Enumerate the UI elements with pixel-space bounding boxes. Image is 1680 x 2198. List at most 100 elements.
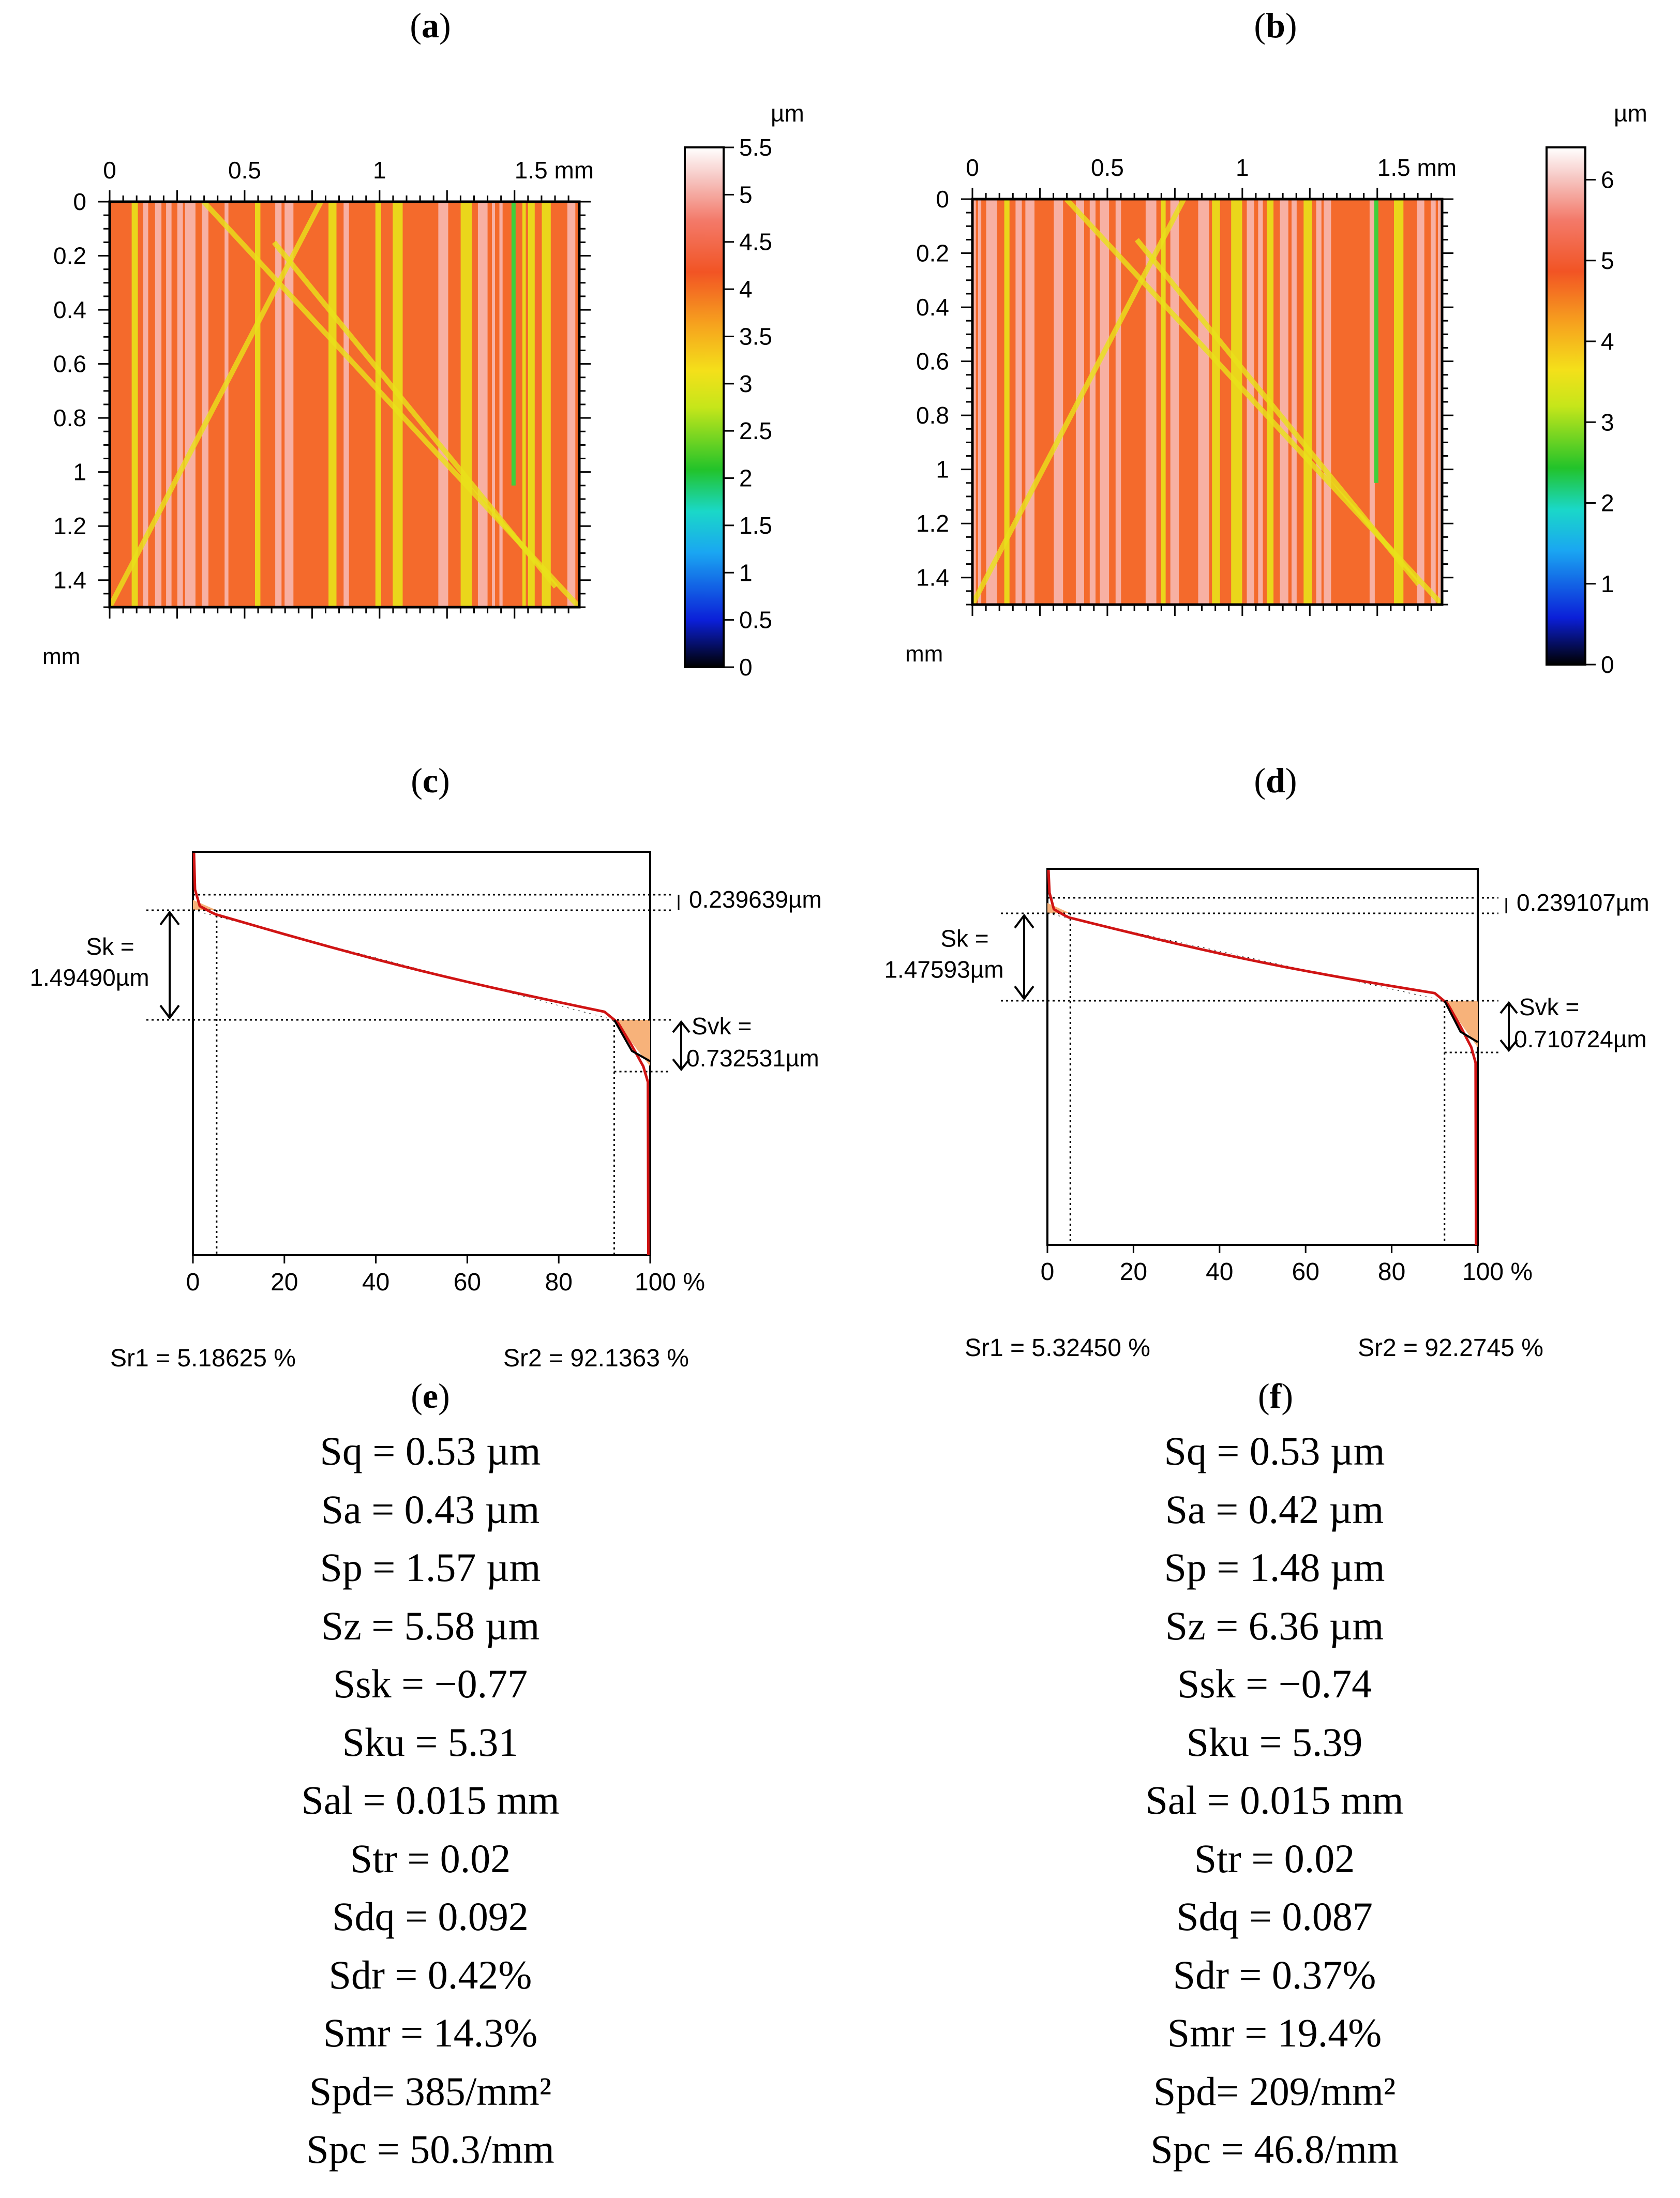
map-y-tick-label: 0.4 (916, 294, 949, 321)
spk-value: 0.239639µm (689, 886, 822, 913)
map-stripe (1280, 199, 1288, 605)
map-stripe (131, 202, 138, 607)
map-y-tick-label: 0.8 (916, 402, 949, 429)
map-x-tick-label: 0.5 (228, 157, 261, 184)
map-scratch (272, 240, 558, 589)
parameter-row: Spc = 50.3/mm (306, 2127, 554, 2172)
panel-label-d: (d) (1254, 761, 1297, 800)
map-stripe (1025, 199, 1034, 605)
map-x-tick-label: 0 (966, 154, 979, 181)
map-stripe (499, 202, 503, 607)
map-stripe (1054, 199, 1063, 605)
map-stripe (155, 202, 162, 607)
map-stripe (1231, 199, 1242, 605)
map-stripe (542, 202, 551, 607)
parameter-row: Sp = 1.48 µm (1164, 1545, 1385, 1590)
map-y-tick-label: 0.8 (53, 404, 86, 431)
parameter-row: Smr = 14.3% (323, 2010, 538, 2055)
map-y-tick-label: 1.2 (916, 510, 949, 537)
bearing-curve (1047, 869, 1478, 1245)
height-map-b: 0 0.5 1 1.5 mm 0 0.2 0.4 0.6 0.8 1 1.2 1.4 mm (905, 154, 1457, 667)
map-x-tick-label: 0.5 (1091, 154, 1124, 181)
map-stripe (1258, 199, 1263, 605)
parameter-row: Str = 0.02 (350, 1835, 511, 1881)
map-y-tick-label: 0.4 (53, 296, 86, 323)
map-stripe (1303, 199, 1312, 605)
abbott-curve-c: 0 20 40 60 80 100 % Sk = 1.49490µm 0.239639µm Svk… (29, 851, 822, 1372)
map-stripe (1316, 199, 1322, 605)
parameter-row: Sa = 0.42 µm (1165, 1486, 1384, 1532)
parameter-row: Sz = 5.58 µm (321, 1603, 540, 1648)
colorbar-tick-label: 2 (739, 465, 753, 492)
map-stripe (1431, 199, 1436, 605)
colorbar-tick-label: 0 (1601, 651, 1614, 678)
map-stripe (1115, 199, 1121, 605)
map-stripe (1004, 199, 1010, 605)
sr2-label: Sr2 = 92.1363 % (503, 1345, 689, 1372)
map-y-tick-label: 0.2 (53, 243, 86, 269)
map-stripe (202, 202, 208, 607)
parameter-row: Sdq = 0.087 (1176, 1894, 1373, 1939)
height-map-a: 0 0.5 1 1.5 mm 0 0.2 0.4 0.6 0.8 1 1.2 1.4 mm (42, 157, 594, 669)
map-stripe (284, 202, 294, 607)
colorbar-tick-label: 1.5 (739, 512, 772, 539)
colorbar-tick-label: 5.5 (739, 134, 772, 161)
curve-x-tick-label: 60 (1292, 1258, 1319, 1286)
map-stripe (143, 202, 148, 607)
curve-x-tick-label: 80 (1378, 1258, 1405, 1286)
map-stripe (492, 202, 495, 607)
map-y-tick-label: 0.6 (916, 348, 949, 375)
bearing-curve (192, 852, 650, 1256)
colorbar-tick-label: 4.5 (739, 229, 772, 255)
sr1-label: Sr1 = 5.32450 % (965, 1334, 1150, 1362)
sk-value: 1.47593µm (884, 956, 1003, 983)
panel-label-b: (b) (1254, 6, 1297, 45)
parameters-list-f: Sq = 0.53 µm Sa = 0.42 µm Sp = 1.48 µm Sz =… (1042, 1422, 1507, 2179)
map-y-tick-label: 1 (936, 456, 949, 483)
map-stripe (1369, 199, 1375, 605)
parameter-row: Sdr = 0.42% (328, 1952, 532, 1997)
parameter-row: Sp = 1.57 µm (320, 1545, 541, 1590)
map-stripe (1292, 199, 1297, 605)
parameter-row: Sku = 5.39 (1186, 1719, 1363, 1765)
spk-value: 0.239107µm (1517, 889, 1649, 916)
parameter-row: Smr = 19.4% (1167, 2010, 1382, 2055)
colorbar-tick-label: 4 (1601, 328, 1614, 355)
map-x-tick-label: 0 (103, 157, 116, 184)
parameter-row: Ssk = −0.74 (1177, 1661, 1372, 1706)
parameter-row: Sdq = 0.092 (332, 1894, 529, 1939)
map-stripe (1247, 199, 1254, 605)
map-stripe (166, 202, 172, 607)
panel-label-a: (a) (410, 6, 451, 45)
map-stripe (375, 202, 381, 607)
svk-label: Svk = (692, 1013, 752, 1040)
curve-frame (1046, 868, 1479, 1246)
svk-value: 0.732531µm (686, 1045, 819, 1072)
map-y-tick-label: 1 (73, 459, 86, 486)
parameter-row: Sq = 0.53 µm (320, 1428, 541, 1473)
map-stripe (1212, 199, 1220, 605)
panel-label-e: (e) (411, 1376, 450, 1416)
colorbar-tick-label: 2.5 (739, 417, 772, 444)
svk-fit-line (613, 1019, 651, 1062)
map-stripe (1198, 199, 1209, 605)
map-stripe (1145, 199, 1157, 605)
map-corner-unit: mm (905, 641, 943, 667)
colorbar-tick-label: 3 (739, 370, 753, 397)
parameter-row: Sa = 0.43 µm (321, 1486, 540, 1532)
colorbar-tick-label: 5 (1601, 247, 1614, 274)
svk-value: 0.710724µm (1514, 1026, 1647, 1052)
colorbar-b: µm 6 5 4 3 2 1 0 (1546, 100, 1647, 678)
colorbar-tick-label: 0.5 (739, 607, 772, 634)
map-y-tick-label: 0.6 (53, 351, 86, 378)
map-stripe (1438, 199, 1442, 605)
map-stripe (224, 202, 229, 607)
map-scratch (972, 199, 1187, 605)
map-x-tick-label: 1 (1236, 154, 1249, 181)
map-x-tick-label: 1.5 mm (515, 157, 594, 184)
parameter-row: Sz = 6.36 µm (1165, 1603, 1384, 1648)
map-stripe (1089, 199, 1096, 605)
colorbar-tick-label: 4 (739, 276, 753, 303)
parameter-row: Sku = 5.31 (342, 1719, 519, 1765)
map-stripe (328, 202, 337, 607)
